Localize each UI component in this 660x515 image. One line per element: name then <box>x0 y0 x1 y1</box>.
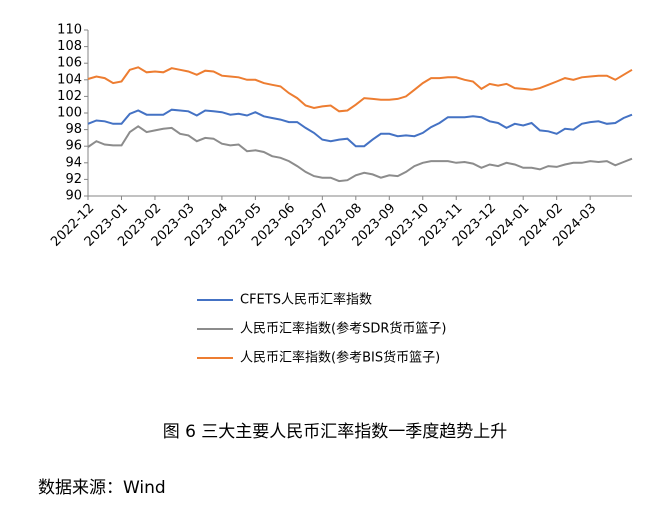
legend-label: 人民币汇率指数(参考BIS货币篮子) <box>240 350 440 366</box>
caption: 图 6 三大主要人民币汇率指数一季度趋势上升 <box>163 422 508 442</box>
y-tick-label: 100 <box>57 106 82 121</box>
y-tick-label: 104 <box>57 72 82 87</box>
y-tick-label: 102 <box>57 89 82 104</box>
y-tick-label: 96 <box>65 139 82 154</box>
y-tick-label: 94 <box>65 155 82 170</box>
legend-label: CFETS人民币汇率指数 <box>240 292 372 308</box>
y-tick-label: 92 <box>65 172 82 187</box>
y-tick-label: 110 <box>57 23 82 38</box>
source: 数据来源：Wind <box>38 478 166 498</box>
legend-label: 人民币汇率指数(参考SDR货币篮子) <box>240 321 446 337</box>
y-tick-label: 90 <box>65 189 82 204</box>
line-series <box>87 66 633 113</box>
line-series <box>87 125 633 183</box>
line-series <box>87 108 633 148</box>
y-tick-label: 108 <box>57 39 82 54</box>
y-tick-label: 106 <box>57 56 82 71</box>
y-tick-label: 98 <box>65 122 82 137</box>
